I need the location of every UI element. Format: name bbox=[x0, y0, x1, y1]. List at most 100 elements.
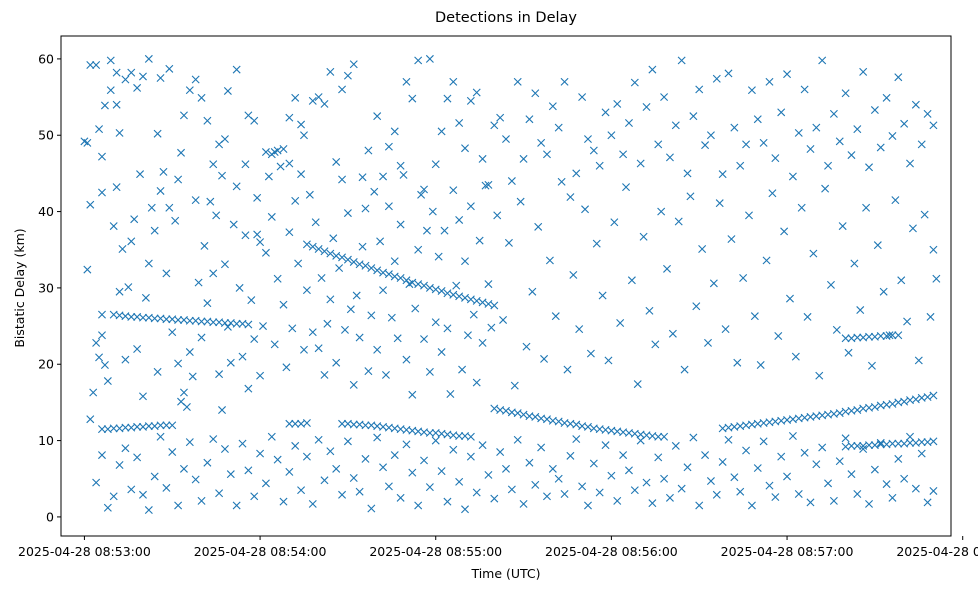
data-point bbox=[736, 161, 745, 170]
data-point bbox=[654, 453, 663, 462]
data-point bbox=[818, 443, 827, 452]
data-point bbox=[92, 61, 101, 69]
data-point bbox=[657, 207, 666, 216]
data-point bbox=[294, 259, 303, 268]
data-point bbox=[677, 56, 686, 65]
x-tick-label: 2025-04-28 08:54:00 bbox=[194, 544, 327, 559]
data-point bbox=[232, 65, 241, 74]
data-point bbox=[660, 432, 669, 441]
data-point bbox=[273, 146, 282, 155]
data-point bbox=[165, 203, 174, 212]
data-point bbox=[519, 499, 528, 508]
data-point bbox=[340, 325, 349, 334]
data-point bbox=[891, 196, 900, 205]
data-point bbox=[888, 399, 897, 408]
data-point bbox=[314, 344, 323, 353]
data-point bbox=[144, 506, 153, 515]
data-point bbox=[138, 72, 147, 81]
data-point bbox=[109, 222, 118, 231]
data-point bbox=[355, 260, 364, 269]
y-tick-label: 60 bbox=[38, 51, 54, 66]
data-point bbox=[906, 438, 915, 447]
data-point bbox=[627, 276, 636, 285]
data-point bbox=[218, 406, 227, 415]
data-point bbox=[698, 244, 707, 253]
data-point bbox=[89, 388, 98, 397]
data-point bbox=[138, 490, 147, 499]
data-point bbox=[449, 186, 458, 195]
data-point bbox=[513, 77, 522, 86]
data-point bbox=[461, 505, 470, 514]
data-point bbox=[352, 291, 361, 300]
data-point bbox=[171, 216, 180, 225]
data-point bbox=[809, 249, 818, 258]
data-point bbox=[244, 384, 253, 393]
data-point bbox=[443, 324, 452, 333]
data-point bbox=[730, 123, 739, 132]
data-point bbox=[95, 125, 104, 134]
data-point bbox=[343, 437, 352, 446]
data-point bbox=[888, 132, 897, 140]
data-point bbox=[425, 483, 434, 492]
data-point bbox=[200, 241, 209, 250]
data-point bbox=[879, 287, 888, 296]
data-point bbox=[466, 452, 475, 461]
data-point bbox=[379, 172, 388, 181]
x-tick-label: 2025-04-28 08:53:00 bbox=[18, 544, 151, 559]
data-point bbox=[317, 273, 326, 282]
data-point bbox=[900, 119, 909, 128]
data-point bbox=[305, 190, 314, 199]
data-point bbox=[402, 440, 411, 449]
data-point bbox=[742, 446, 751, 455]
data-point bbox=[844, 348, 853, 357]
data-point bbox=[756, 361, 765, 369]
data-point bbox=[144, 259, 153, 268]
data-point bbox=[537, 443, 546, 452]
data-point bbox=[185, 86, 194, 95]
data-point bbox=[425, 367, 434, 376]
data-point bbox=[121, 423, 130, 432]
data-points bbox=[80, 54, 941, 515]
data-point bbox=[835, 409, 844, 418]
data-point bbox=[384, 482, 393, 491]
data-point bbox=[589, 146, 598, 155]
data-point bbox=[519, 410, 528, 419]
data-point bbox=[853, 125, 862, 134]
data-point bbox=[461, 293, 470, 302]
data-point bbox=[86, 415, 95, 424]
data-point bbox=[856, 306, 865, 315]
data-point bbox=[554, 417, 563, 426]
data-point bbox=[302, 452, 311, 461]
data-point bbox=[150, 472, 159, 481]
data-point bbox=[507, 485, 516, 494]
data-point bbox=[747, 501, 756, 510]
data-point bbox=[929, 437, 938, 446]
data-point bbox=[133, 344, 142, 353]
data-point bbox=[534, 222, 543, 231]
data-point bbox=[226, 470, 235, 479]
data-point bbox=[95, 353, 104, 362]
data-point bbox=[203, 299, 212, 308]
data-point bbox=[191, 75, 200, 84]
data-point bbox=[156, 421, 165, 430]
data-point bbox=[285, 228, 294, 237]
data-point bbox=[300, 345, 308, 354]
data-point bbox=[800, 85, 809, 94]
data-point bbox=[332, 157, 341, 166]
data-point bbox=[261, 148, 270, 157]
data-point bbox=[256, 371, 265, 380]
data-point bbox=[455, 292, 464, 301]
data-point bbox=[557, 177, 566, 186]
data-point bbox=[829, 496, 838, 505]
data-point bbox=[929, 245, 938, 254]
data-point bbox=[537, 138, 546, 147]
data-point bbox=[560, 490, 569, 499]
data-point bbox=[791, 352, 800, 361]
data-point bbox=[917, 140, 926, 149]
data-point bbox=[478, 338, 487, 347]
data-point bbox=[575, 325, 584, 334]
data-point bbox=[835, 457, 844, 466]
data-point bbox=[742, 140, 751, 149]
data-point bbox=[168, 421, 177, 430]
data-point bbox=[762, 256, 771, 265]
